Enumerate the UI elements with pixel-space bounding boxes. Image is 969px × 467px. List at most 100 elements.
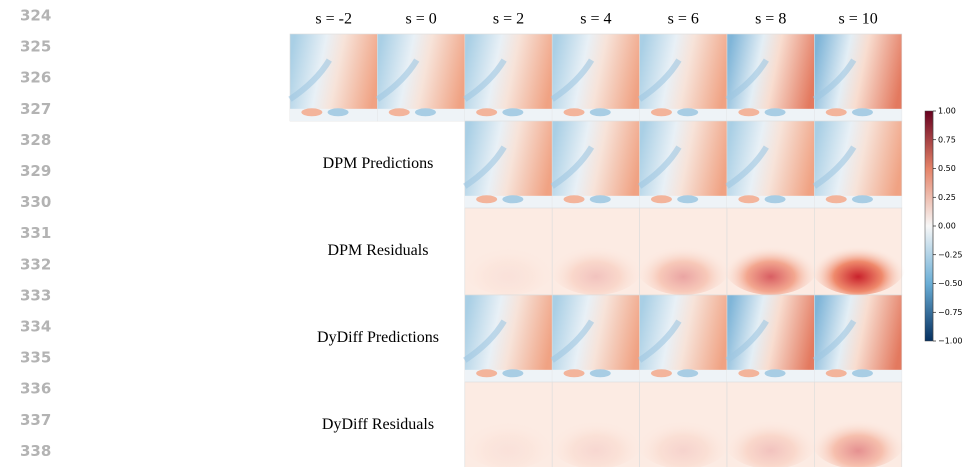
tile-feature <box>826 369 847 377</box>
tile-feature <box>548 234 644 295</box>
tile-feature <box>651 195 672 203</box>
tile-feature <box>765 195 786 203</box>
line-number: 324 <box>20 7 51 25</box>
colorbar-tick-label: 1.00 <box>938 107 956 116</box>
tile-feature <box>564 369 585 377</box>
tile-feature <box>810 234 906 295</box>
tile <box>552 34 639 121</box>
line-number: 337 <box>20 411 51 429</box>
tile <box>723 208 819 295</box>
column-header: s = 6 <box>668 11 699 28</box>
tile-image <box>727 121 814 208</box>
tile-feature <box>415 108 436 116</box>
colorbar-tick-label: −0.50 <box>938 279 963 288</box>
tile-image <box>552 34 639 121</box>
tile-feature <box>476 369 497 377</box>
tile-feature <box>738 195 759 203</box>
tile <box>548 208 644 295</box>
tile-image <box>814 295 901 382</box>
tile-feature <box>476 108 497 116</box>
line-number: 331 <box>20 224 51 242</box>
tile <box>810 208 906 295</box>
line-number: 334 <box>20 318 51 336</box>
tile-feature <box>852 195 873 203</box>
tile-feature <box>564 195 585 203</box>
colorbar-tick-label: 0.50 <box>938 164 956 173</box>
column-header: s = 0 <box>405 11 436 28</box>
tile-feature <box>460 234 556 295</box>
row-label: DyDiff Predictions <box>317 329 439 346</box>
tile <box>640 34 727 121</box>
tile-image <box>727 34 814 121</box>
tile-feature <box>476 195 497 203</box>
tile <box>460 208 556 295</box>
tile <box>552 295 639 382</box>
tile <box>727 295 814 382</box>
tile-feature <box>328 108 349 116</box>
tile-feature <box>502 369 523 377</box>
tile-image <box>290 34 377 121</box>
row-label: DPM Residuals <box>328 242 429 259</box>
tile-feature <box>635 234 731 295</box>
tile-image <box>640 34 727 121</box>
tile-feature <box>826 195 847 203</box>
tile-feature <box>765 108 786 116</box>
tile <box>814 295 901 382</box>
tile <box>460 382 556 467</box>
tile-image <box>552 121 639 208</box>
tile <box>465 295 552 382</box>
tile-feature <box>548 408 644 467</box>
tile <box>810 382 906 467</box>
tile-feature <box>677 369 698 377</box>
tile-feature <box>723 234 819 295</box>
tile-feature <box>502 195 523 203</box>
line-number: 327 <box>20 100 51 118</box>
colorbar-tick-label: −0.75 <box>938 308 963 317</box>
tile-feature <box>651 108 672 116</box>
column-header: s = 4 <box>580 11 611 28</box>
line-number: 336 <box>20 380 51 398</box>
tile <box>377 34 464 121</box>
line-number: 338 <box>20 442 51 460</box>
tile-feature <box>389 108 410 116</box>
tile-feature <box>651 369 672 377</box>
line-number: 330 <box>20 193 51 211</box>
colorbar-tick-label: −0.25 <box>938 250 963 259</box>
line-number: 326 <box>20 69 51 87</box>
tile-image <box>640 121 727 208</box>
figure-page: 3243253263273283293303313323333343353363… <box>0 0 969 467</box>
colorbar-tick-label: 0.00 <box>938 222 956 231</box>
tile-feature <box>590 195 611 203</box>
colorbar-tick-label: 0.25 <box>938 193 956 202</box>
tile-feature <box>502 108 523 116</box>
tile <box>635 382 731 467</box>
tile-image <box>552 295 639 382</box>
column-header: s = 10 <box>838 11 877 28</box>
tile <box>465 121 552 208</box>
tile-feature <box>564 108 585 116</box>
line-number: 332 <box>20 255 51 273</box>
line-number: 325 <box>20 38 51 56</box>
tile <box>548 382 644 467</box>
tile-image <box>377 34 464 121</box>
tile-feature <box>677 195 698 203</box>
tile-feature <box>810 408 906 467</box>
tile-feature <box>301 108 322 116</box>
tile-feature <box>738 108 759 116</box>
tile-image <box>814 121 901 208</box>
tile-feature <box>852 108 873 116</box>
tile-feature <box>852 369 873 377</box>
colorbar-tick-label: 0.75 <box>938 135 956 144</box>
tile-feature <box>738 369 759 377</box>
tile-image <box>465 34 552 121</box>
tile-image <box>727 295 814 382</box>
tile-feature <box>826 108 847 116</box>
row-label: DPM Predictions <box>323 155 434 172</box>
tile <box>727 34 814 121</box>
tile <box>814 121 901 208</box>
tile-feature <box>677 108 698 116</box>
tile <box>635 208 731 295</box>
tile-feature <box>460 408 556 467</box>
tile <box>814 34 901 121</box>
column-header: s = 8 <box>755 11 786 28</box>
